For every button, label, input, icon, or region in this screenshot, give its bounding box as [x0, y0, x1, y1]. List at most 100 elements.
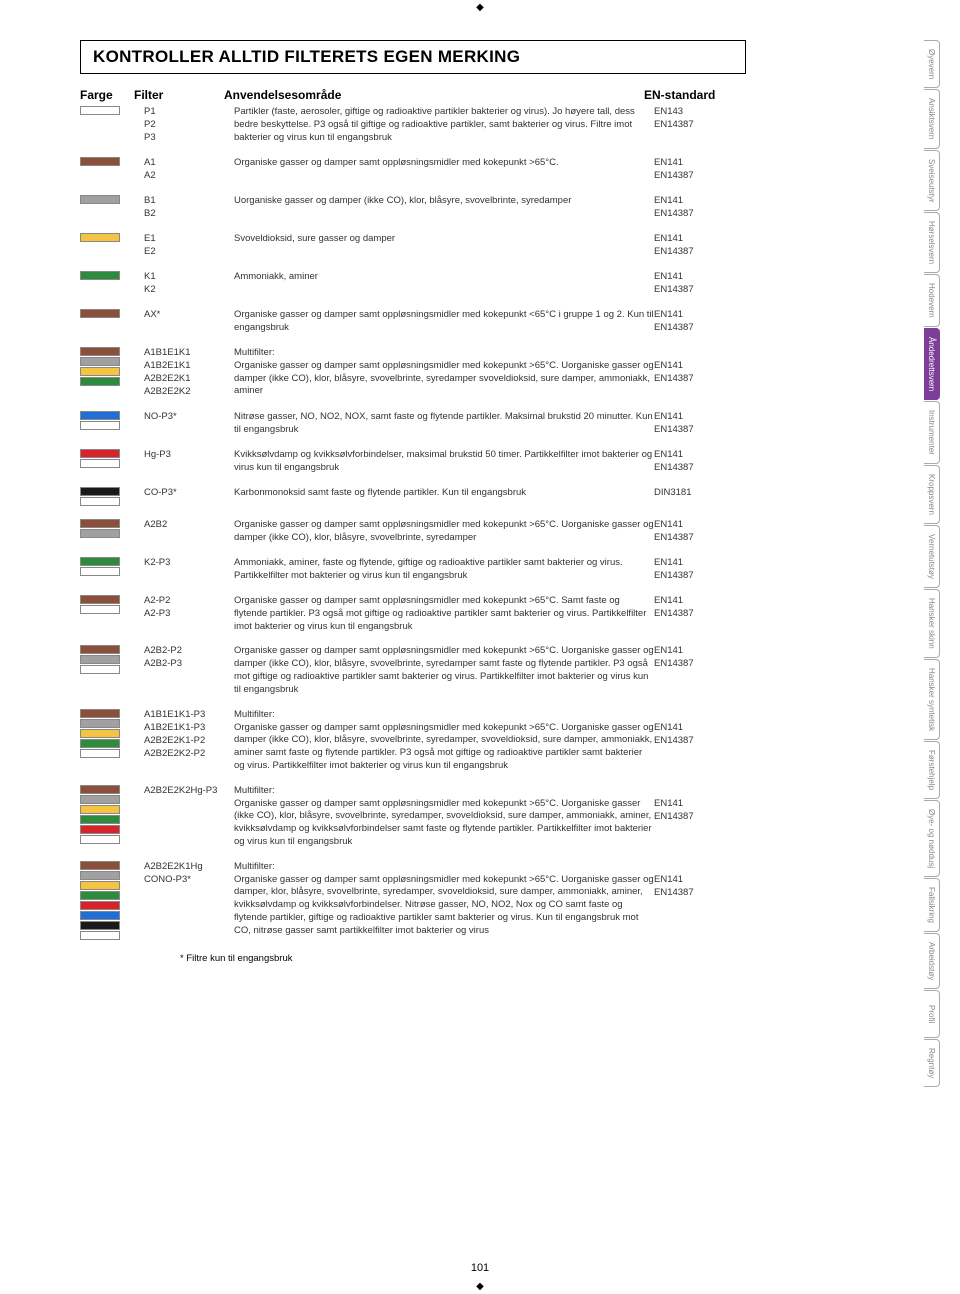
- standard-code: DIN3181: [654, 487, 774, 500]
- standard-code: EN14387: [654, 208, 774, 221]
- sidebar-tab[interactable]: Hørselsvern: [924, 212, 940, 273]
- swatch-group: [80, 195, 144, 221]
- description: Ammoniakk, aminer: [234, 271, 654, 297]
- filter-codes: Hg-P3: [144, 449, 234, 475]
- sidebar-tab[interactable]: Ansiktsvern: [924, 89, 940, 148]
- sidebar-tab[interactable]: Førstehjelp: [924, 741, 940, 799]
- color-swatch: [80, 729, 120, 738]
- filter-code: K2-P3: [144, 557, 234, 570]
- crop-mark-bottom: ◆: [476, 1281, 484, 1292]
- table-row: A2B2-P2A2B2-P3Organiske gasser og damper…: [80, 645, 860, 696]
- sidebar-tab[interactable]: Øyevern: [924, 40, 940, 88]
- filter-code: A2B2E2K2Hg-P3: [144, 785, 234, 798]
- table-row: AX*Organiske gasser og damper samt opplø…: [80, 309, 860, 335]
- filter-code: K1: [144, 271, 234, 284]
- table-row: K1K2Ammoniakk, aminerEN141EN14387: [80, 271, 860, 297]
- filter-codes: B1B2: [144, 195, 234, 221]
- sidebar-tab[interactable]: Instrumenter: [924, 401, 940, 464]
- filter-codes: A2B2E2K1HgCONO-P3*: [144, 861, 234, 941]
- standard-code: EN14387: [654, 608, 774, 621]
- color-swatch: [80, 861, 120, 870]
- standard-code: EN141: [654, 519, 774, 532]
- color-swatch: [80, 749, 120, 758]
- description: Partikler (faste, aerosoler, giftige og …: [234, 106, 654, 145]
- sidebar-tab[interactable]: Regntøy: [924, 1039, 940, 1087]
- sidebar-tab[interactable]: Hodevern: [924, 274, 940, 327]
- standard-code: EN14387: [654, 373, 774, 386]
- table-row: A1A2Organiske gasser og damper samt oppl…: [80, 157, 860, 183]
- swatch-group: [80, 487, 144, 507]
- sidebar-tab[interactable]: Fallsikring: [924, 878, 940, 932]
- color-swatch: [80, 411, 120, 420]
- standard-code: EN141: [654, 157, 774, 170]
- color-swatch: [80, 519, 120, 528]
- standard-code: EN141: [654, 233, 774, 246]
- sidebar-tab[interactable]: Profil: [924, 990, 940, 1038]
- color-swatch: [80, 567, 120, 576]
- filter-code: A2B2E2K2: [144, 386, 234, 399]
- color-swatch: [80, 709, 120, 718]
- sidebar-tab[interactable]: Vernetutstøy: [924, 525, 940, 588]
- sidebar: ØyevernAnsiktsvern SveiseutstyrHørselsver…: [924, 40, 940, 1088]
- page-title: KONTROLLER ALLTID FILTERETS EGEN MERKING: [93, 47, 733, 67]
- standard-code: [654, 709, 774, 722]
- standards: EN141EN14387: [654, 557, 774, 583]
- standard-code: EN141: [654, 798, 774, 811]
- table-header: Farge Filter Anvendelsesområde EN-standa…: [80, 88, 860, 102]
- standard-code: EN141: [654, 411, 774, 424]
- standards: EN143EN14387: [654, 106, 774, 145]
- sidebar-tab[interactable]: Arbeidstøy: [924, 933, 940, 989]
- sidebar-tab[interactable]: Kroppsvern: [924, 465, 940, 524]
- filter-code: A1B2E1K1: [144, 360, 234, 373]
- standard-code: EN14387: [654, 570, 774, 583]
- description: Multifilter: Organiske gasser og damper …: [234, 861, 654, 941]
- description: Organiske gasser og damper samt oppløsni…: [234, 645, 654, 696]
- sidebar-tab[interactable]: Åndedrettsvern: [924, 328, 940, 400]
- description: Karbonmonoksid samt faste og flytende pa…: [234, 487, 654, 507]
- color-swatch: [80, 487, 120, 496]
- standard-code: EN14387: [654, 735, 774, 748]
- filter-code: A2-P3: [144, 608, 234, 621]
- header-std: EN-standard: [644, 88, 764, 102]
- standard-code: EN14387: [654, 532, 774, 545]
- filter-codes: A2B2E2K2Hg-P3: [144, 785, 234, 849]
- filter-code: E1: [144, 233, 234, 246]
- color-swatch: [80, 459, 120, 468]
- standard-code: EN14387: [654, 322, 774, 335]
- filter-codes: K1K2: [144, 271, 234, 297]
- sidebar-tab[interactable]: Sveiseutstyr: [924, 150, 940, 212]
- filter-code: B1: [144, 195, 234, 208]
- filter-code: CONO-P3*: [144, 874, 234, 887]
- table-row: B1B2Uorganiske gasser og damper (ikke CO…: [80, 195, 860, 221]
- table-row: A2B2E2K1HgCONO-P3*Multifilter: Organiske…: [80, 861, 860, 941]
- color-swatch: [80, 557, 120, 566]
- sidebar-tab[interactable]: Hansker skinn: [924, 589, 940, 658]
- filter-codes: K2-P3: [144, 557, 234, 583]
- swatch-group: [80, 157, 144, 183]
- color-swatch: [80, 421, 120, 430]
- sidebar-tab[interactable]: Hansker syntetisk: [924, 659, 940, 740]
- sidebar-tab[interactable]: Øye- og nøddusj: [924, 800, 940, 877]
- swatch-group: [80, 785, 144, 849]
- filter-code: P3: [144, 132, 234, 145]
- color-swatch: [80, 605, 120, 614]
- standard-code: EN14387: [654, 424, 774, 437]
- swatch-group: [80, 861, 144, 941]
- color-swatch: [80, 921, 120, 930]
- filter-code: A1B2E1K1-P3: [144, 722, 234, 735]
- filter-code: P2: [144, 119, 234, 132]
- standard-code: EN14387: [654, 170, 774, 183]
- color-swatch: [80, 195, 120, 204]
- filter-code: A2B2E2K1: [144, 373, 234, 386]
- filter-codes: A2B2-P2A2B2-P3: [144, 645, 234, 696]
- standard-code: EN141: [654, 449, 774, 462]
- standard-code: EN141: [654, 271, 774, 284]
- color-swatch: [80, 881, 120, 890]
- description: Organiske gasser og damper samt oppløsni…: [234, 595, 654, 633]
- filter-code: E2: [144, 246, 234, 259]
- swatch-group: [80, 595, 144, 633]
- swatch-group: [80, 233, 144, 259]
- description: Organiske gasser og damper samt oppløsni…: [234, 309, 654, 335]
- table-row: Hg-P3Kvikksølvdamp og kvikksølvforbindel…: [80, 449, 860, 475]
- description: Svoveldioksid, sure gasser og damper: [234, 233, 654, 259]
